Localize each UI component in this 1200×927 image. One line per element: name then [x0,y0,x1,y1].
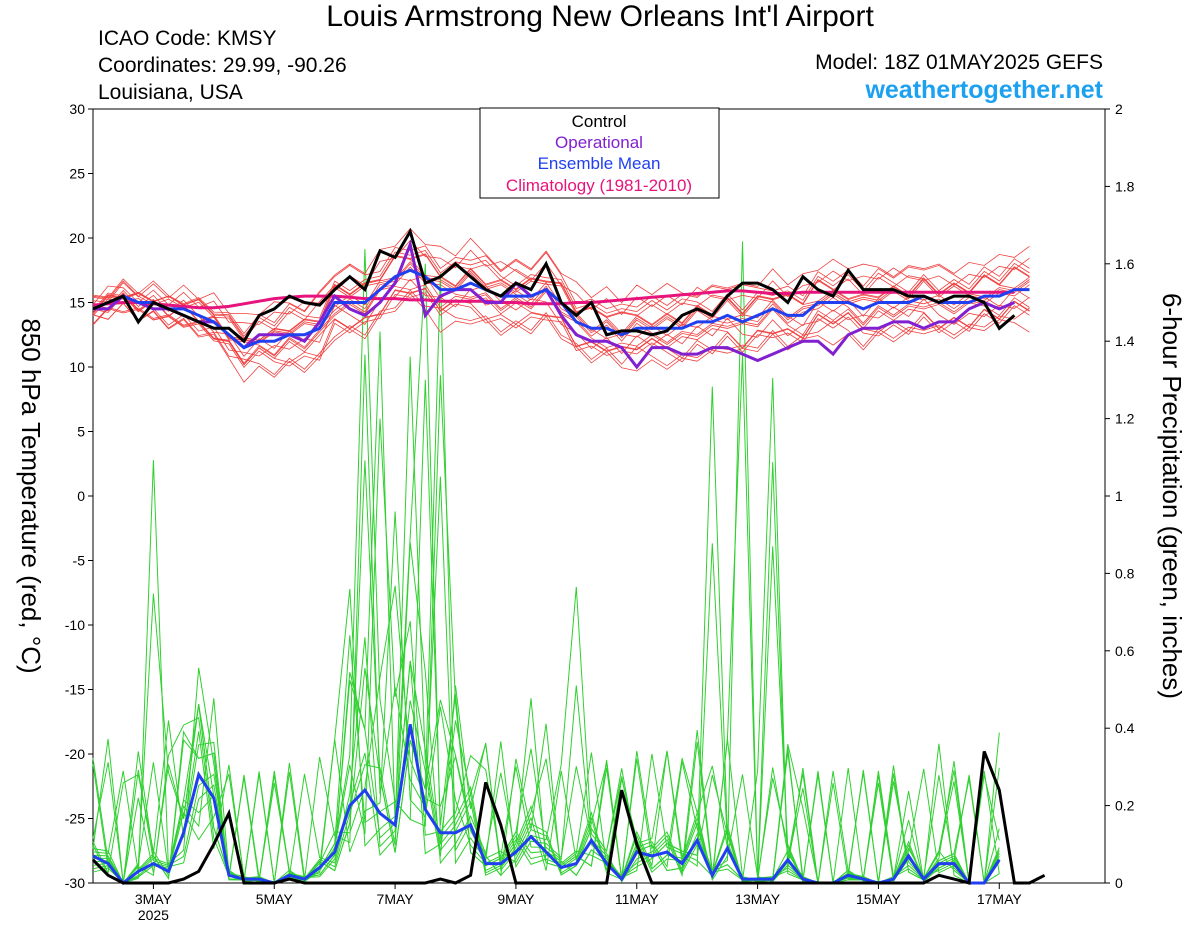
temperature-member-line [92,263,1030,344]
y-left-tick-label: 30 [69,101,85,117]
region: Louisiana, USA [98,81,243,104]
legend-control: Control [572,112,627,131]
y-left-tick-label: 5 [77,424,85,440]
y-right-tick-label: 0 [1115,875,1123,891]
y-right-tick-label: 2 [1115,101,1123,117]
x-tick-label: 5MAY [256,891,294,907]
page-title: Louis Armstrong New Orleans Int'l Airpor… [326,0,874,33]
y-right-tick-label: 1.4 [1115,333,1135,349]
y-right-tick-label: 1.6 [1115,256,1135,272]
y-right-tick-label: 0.2 [1115,798,1135,814]
precip-member-line [92,354,1000,885]
legend-climatology: Climatology (1981-2010) [506,176,692,195]
y-left-tick-label: 20 [69,230,85,246]
x-tick-label: 11MAY [615,891,659,907]
legend-box [479,107,720,199]
x-tick-label: 7MAY [377,891,415,907]
y-right-tick-label: 0.8 [1115,565,1135,581]
y-left-tick-label: -15 [65,682,85,698]
precip-member-line [92,511,1000,884]
x-tick-label: 15MAY [856,891,902,907]
y-left-tick-label: 0 [77,488,85,504]
temperature-member-line [92,261,1030,343]
x-tick-label: 17MAY [977,891,1023,907]
legend-operational: Operational [555,133,643,152]
temperature-member-line [92,253,1030,341]
y-left-tick-label: -5 [73,553,86,569]
left-axis-ticks: -30 -25 -20 -15 -10 -5 0 5 10 15 20 25 30 [65,101,93,891]
precip-member-line [92,585,1000,884]
y-left-tick-label: 15 [69,295,85,311]
y-right-label: 6-hour Precipitation (green, inches) [1157,293,1187,699]
y-right-tick-label: 1.2 [1115,411,1135,427]
precip-member-line [92,379,1000,885]
y-left-tick-label: -20 [65,746,85,762]
main-series-lines [91,227,1046,886]
y-left-label: 850 hPa Temperature (red, °C) [16,318,46,673]
temperature-control-line [92,227,1016,344]
x-tick-label: 13MAY [735,891,781,907]
x-year-label: 2025 [138,907,169,923]
y-left-tick-label: -30 [65,875,85,891]
y-right-tick-label: 0.4 [1115,720,1135,736]
temperature-member-line [92,289,1030,376]
model-run: Model: 18Z 01MAY2025 GEFS [815,51,1103,74]
temperature-member-line [92,245,1030,335]
temperature-member-line [92,228,1030,316]
legend-ensemble-mean: Ensemble Mean [538,154,661,173]
x-axis-ticks: 3MAY 5MAY 7MAY 9MAY 11MAY 13MAY 15MAY 17MAY 2025 [135,883,1022,923]
legend: Control Operational Ensemble Mean Climat… [479,107,720,199]
precip-control-line [91,750,1046,885]
y-left-tick-label: 25 [69,166,85,182]
y-left-tick-label: -10 [65,617,85,633]
temperature-member-line [92,288,1030,366]
temperature-member-line [92,254,1030,341]
y-right-tick-label: 1 [1115,488,1123,504]
temperature-member-line [92,278,1030,357]
y-right-tick-label: 0.6 [1115,643,1135,659]
coordinates: Coordinates: 29.99, -90.26 [98,54,347,77]
precip-member-line [92,354,1000,885]
icao-code: ICAO Code: KMSY [98,27,277,50]
precip-member-line [92,273,1000,884]
y-right-tick-label: 1.8 [1115,178,1135,194]
site-link[interactable]: weathertogether.net [865,76,1103,104]
y-left-tick-label: -25 [65,811,85,827]
temperature-member-line [92,239,1030,325]
temperature-member-line [92,293,1030,383]
x-tick-label: 9MAY [497,891,535,907]
x-tick-label: 3MAY [135,891,173,907]
precip-member-line [92,331,1000,885]
precip-member-line [92,263,1000,884]
right-axis-ticks: 0 0.2 0.4 0.6 0.8 1 1.2 1.4 1.6 1.8 2 [1105,101,1135,891]
y-left-tick-label: 10 [69,359,85,375]
